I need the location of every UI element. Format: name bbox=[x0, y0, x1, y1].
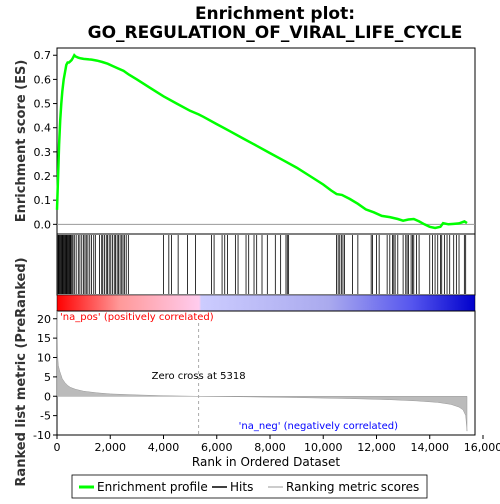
legend-metric-label: Ranking metric scores bbox=[286, 480, 419, 494]
gradient-bar-fill bbox=[57, 295, 475, 311]
x-tick-label: 16,000 bbox=[464, 441, 500, 454]
x-axis-label: Rank in Ordered Dataset bbox=[192, 455, 340, 469]
metric-y-tick-label: 10 bbox=[37, 352, 51, 365]
legend-enrichment-label: Enrichment profile bbox=[97, 480, 208, 494]
metric-y-tick-label: -5 bbox=[40, 410, 51, 423]
legend-hits-label: Hits bbox=[230, 480, 253, 494]
metric-plot-area bbox=[57, 311, 475, 435]
hits-panel bbox=[57, 234, 475, 295]
negative-correlation-label: 'na_neg' (negatively correlated) bbox=[239, 421, 398, 432]
es-y-tick-label: 0.4 bbox=[34, 122, 52, 135]
chart-title: Enrichment plot: bbox=[195, 4, 355, 24]
x-tick-label: 4,000 bbox=[148, 441, 180, 454]
metric-y-tick-label: 5 bbox=[44, 371, 51, 384]
es-y-axis: 0.0 0.1 0.2 0.3 0.4 0.5 0.6 0.7 bbox=[34, 49, 58, 231]
positive-correlation-label: 'na_pos' (positively correlated) bbox=[60, 312, 214, 323]
metric-y-tick-label: 0 bbox=[44, 390, 51, 403]
x-tick-label: 6,000 bbox=[201, 441, 233, 454]
es-y-axis-label: Enrichment score (ES) bbox=[14, 60, 29, 223]
x-axis: 0 2,000 4,000 6,000 8,000 10,000 12,000 14,000 1… bbox=[54, 435, 500, 454]
es-y-tick-label: 0.7 bbox=[34, 49, 52, 62]
es-y-tick-label: 0.3 bbox=[34, 146, 52, 159]
x-tick-label: 0 bbox=[54, 441, 61, 454]
rank-gradient-bar bbox=[57, 295, 475, 311]
x-tick-label: 14,000 bbox=[410, 441, 449, 454]
es-y-tick-label: 0.0 bbox=[34, 218, 52, 231]
x-tick-label: 10,000 bbox=[304, 441, 343, 454]
legend: Enrichment profile Hits Ranking metric s… bbox=[72, 475, 427, 498]
es-plot-area bbox=[57, 48, 475, 234]
x-tick-label: 8,000 bbox=[254, 441, 286, 454]
metric-y-axis-label: Ranked list metric (PreRanked) bbox=[14, 257, 29, 486]
es-panel: 0.0 0.1 0.2 0.3 0.4 0.5 0.6 0.7 Enrichment scor… bbox=[14, 48, 475, 234]
metric-y-tick-label: 15 bbox=[37, 332, 51, 345]
es-y-tick-label: 0.5 bbox=[34, 98, 52, 111]
metric-y-tick-label: -10 bbox=[33, 429, 51, 442]
metric-y-axis: -10 -5 0 5 10 15 20 bbox=[33, 313, 57, 442]
x-tick-label: 12,000 bbox=[357, 441, 396, 454]
metric-y-tick-label: 20 bbox=[37, 313, 51, 326]
zero-cross-label: Zero cross at 5318 bbox=[152, 371, 246, 382]
es-y-tick-label: 0.6 bbox=[34, 73, 52, 86]
chart-subtitle: GO_REGULATION_OF_VIRAL_LIFE_CYCLE bbox=[88, 23, 463, 43]
es-y-tick-label: 0.1 bbox=[34, 194, 52, 207]
es-y-tick-label: 0.2 bbox=[34, 170, 52, 183]
x-tick-label: 2,000 bbox=[94, 441, 126, 454]
